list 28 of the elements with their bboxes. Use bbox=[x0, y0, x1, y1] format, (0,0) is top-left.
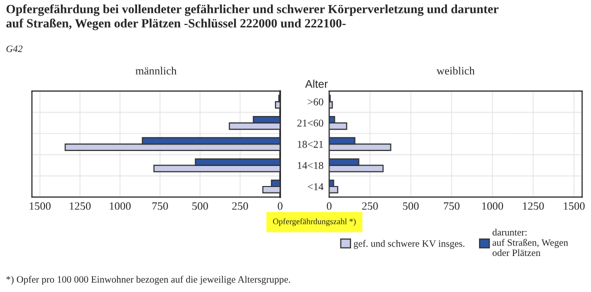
x-tick-label: 0 bbox=[278, 202, 282, 210]
x-tick-label: 500 bbox=[192, 202, 208, 210]
chart-title: weiblich bbox=[436, 66, 475, 75]
y-tick-label: >60 bbox=[308, 98, 324, 106]
y-tick-label: 14<18 bbox=[298, 162, 324, 170]
legend-label: darunter: auf Straßen, Wegen oder Plätzen bbox=[492, 228, 568, 256]
y-tick-label: <14 bbox=[308, 183, 324, 190]
x-tick-label: 750 bbox=[152, 202, 168, 210]
x-tick-label: 1000 bbox=[110, 202, 131, 210]
x-tick-label: 1250 bbox=[70, 202, 91, 210]
x-tick-label: 1500 bbox=[564, 202, 585, 210]
x-tick-label: 250 bbox=[232, 202, 248, 210]
text: Opfergefährdung bei vollendeter gefährlicher und schwerer Körperverletzung und darunter auf Straßen, Wegen oder Plätzen -Schlüssel 222000 und 222100- bbox=[6, 4, 498, 30]
text: G42 bbox=[6, 46, 22, 52]
x-tick-label: 1250 bbox=[523, 202, 544, 210]
x-tick-label: 1500 bbox=[30, 202, 51, 210]
x-tick-label: 750 bbox=[444, 202, 460, 210]
y-tick-label: 18<21 bbox=[298, 140, 324, 148]
x-tick-label: 0 bbox=[326, 202, 332, 210]
x-tick-label: 1000 bbox=[482, 202, 504, 210]
y-axis-title: Alter bbox=[305, 80, 328, 88]
chart-title: männlich bbox=[136, 66, 177, 75]
legend-label: gef. und schwere KV insges. bbox=[354, 240, 464, 249]
text: *) Opfer pro 100 000 Einwohner bezogen auf die jeweilige Altersgruppe. bbox=[6, 276, 290, 285]
x-tick-label: 250 bbox=[362, 202, 378, 210]
x-tick-label: 500 bbox=[403, 202, 419, 210]
x-axis-title: Opfergefährdungszahl *) bbox=[273, 218, 356, 226]
y-tick-label: 21<60 bbox=[297, 120, 324, 127]
